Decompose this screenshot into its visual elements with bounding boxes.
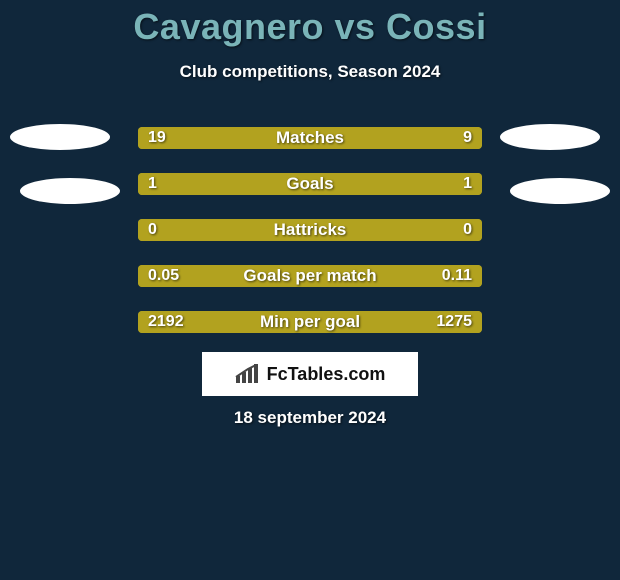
- brand-text: FcTables.com: [267, 364, 386, 385]
- page-title: Cavagnero vs Cossi: [0, 6, 620, 48]
- brand-badge: FcTables.com: [202, 352, 418, 396]
- stat-label: Min per goal: [0, 311, 620, 333]
- decor-ellipse: [10, 124, 110, 150]
- decor-ellipse: [500, 124, 600, 150]
- subtitle: Club competitions, Season 2024: [0, 62, 620, 82]
- decor-ellipse: [20, 178, 120, 204]
- stat-row: 0.050.11Goals per match: [0, 253, 620, 299]
- stat-row: 00Hattricks: [0, 207, 620, 253]
- update-date: 18 september 2024: [0, 408, 620, 428]
- chart-icon: [235, 364, 261, 384]
- comparison-infographic: Cavagnero vs Cossi Club competitions, Se…: [0, 0, 620, 580]
- decor-ellipse: [510, 178, 610, 204]
- stat-label: Goals per match: [0, 265, 620, 287]
- stat-row: 21921275Min per goal: [0, 299, 620, 345]
- stat-rows: 199Matches11Goals00Hattricks0.050.11Goal…: [0, 115, 620, 345]
- stat-label: Hattricks: [0, 219, 620, 241]
